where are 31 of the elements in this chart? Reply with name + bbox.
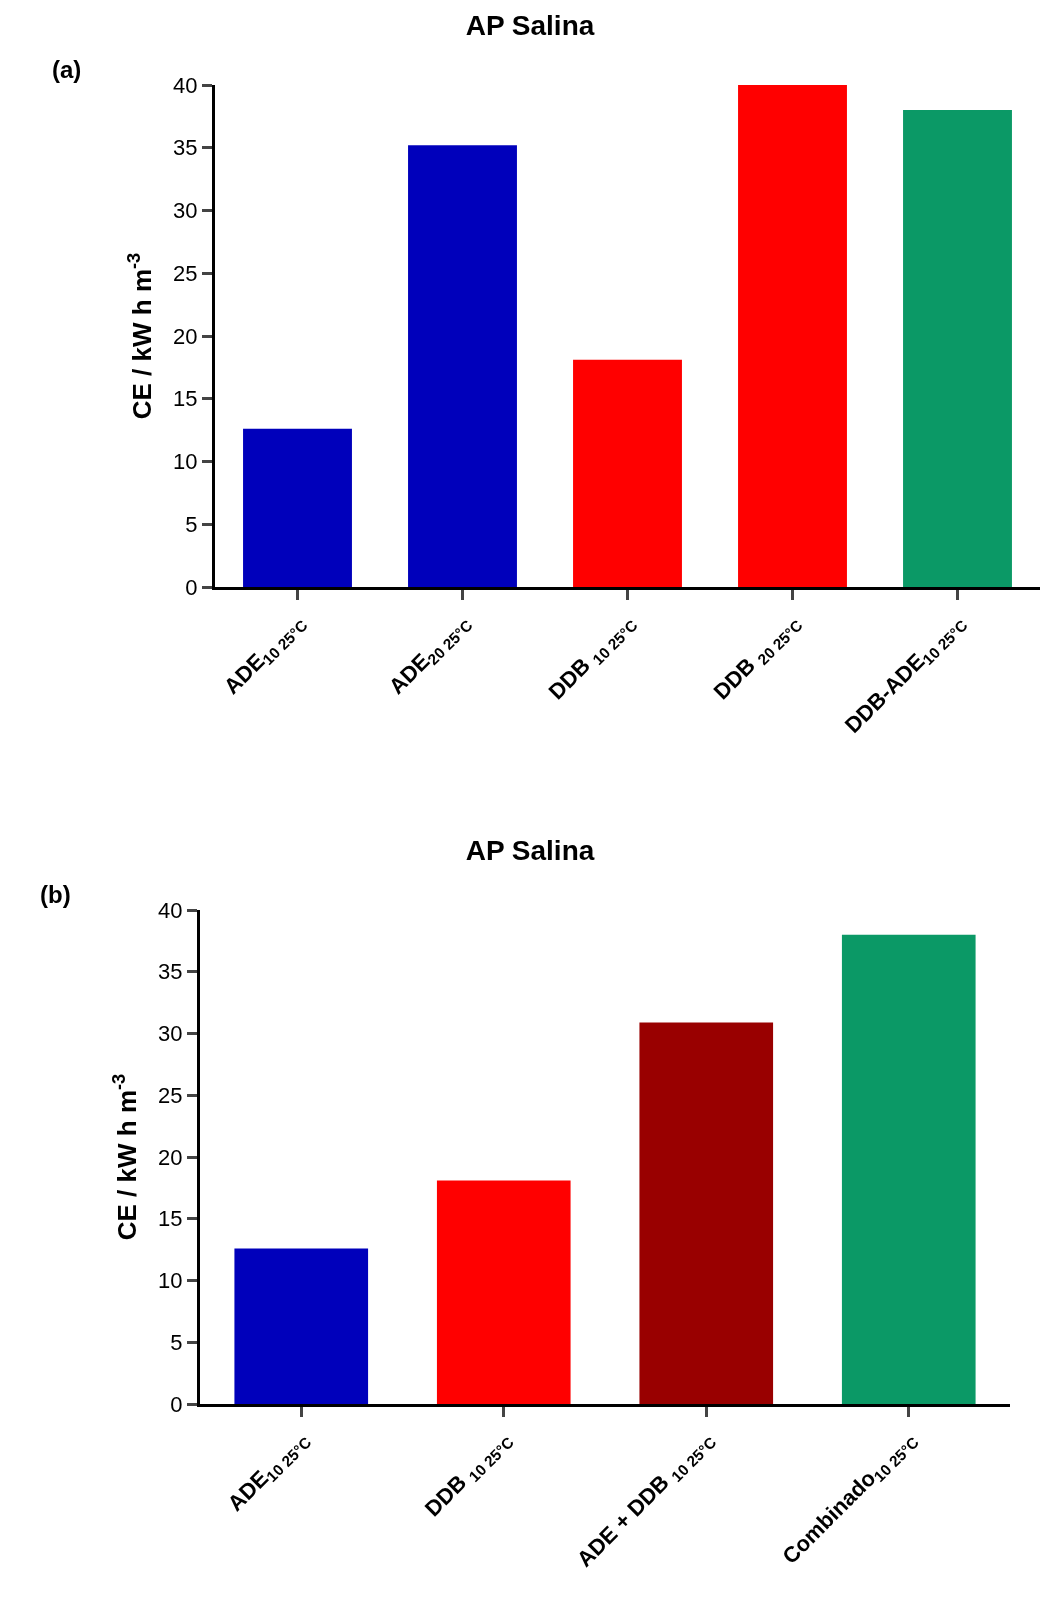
y-tick-label: 30 bbox=[158, 1021, 183, 1047]
y-tick-label: 15 bbox=[173, 386, 198, 412]
y-tick-label: 40 bbox=[173, 72, 198, 98]
bar bbox=[436, 1180, 571, 1404]
bar bbox=[573, 359, 682, 587]
bar bbox=[408, 145, 517, 587]
bar bbox=[234, 1248, 369, 1404]
y-tick-label: 5 bbox=[170, 1329, 183, 1355]
chart-title: AP Salina bbox=[465, 10, 595, 41]
y-tick-label: 5 bbox=[185, 511, 198, 537]
chart-title: AP Salina bbox=[465, 835, 595, 866]
bar bbox=[841, 934, 976, 1404]
text: (a) bbox=[52, 56, 82, 83]
bar bbox=[243, 428, 352, 587]
bar bbox=[738, 85, 847, 587]
y-tick-label: 25 bbox=[158, 1082, 183, 1108]
y-tick-label: 10 bbox=[173, 449, 198, 475]
y-tick-label: 20 bbox=[173, 323, 198, 349]
y-tick-label: 0 bbox=[185, 574, 198, 600]
text: (b) bbox=[40, 881, 71, 908]
y-tick-label: 35 bbox=[158, 959, 183, 985]
y-tick-label: 35 bbox=[173, 135, 198, 161]
y-tick-label: 10 bbox=[158, 1268, 183, 1294]
y-tick-label: 25 bbox=[173, 260, 198, 286]
y-tick-label: 0 bbox=[170, 1391, 183, 1417]
y-tick-label: 40 bbox=[158, 897, 183, 923]
y-tick-label: 15 bbox=[158, 1206, 183, 1232]
y-tick-label: 20 bbox=[158, 1144, 183, 1170]
y-tick-label: 30 bbox=[173, 198, 198, 224]
bar bbox=[903, 110, 1012, 587]
bar bbox=[639, 1022, 774, 1404]
